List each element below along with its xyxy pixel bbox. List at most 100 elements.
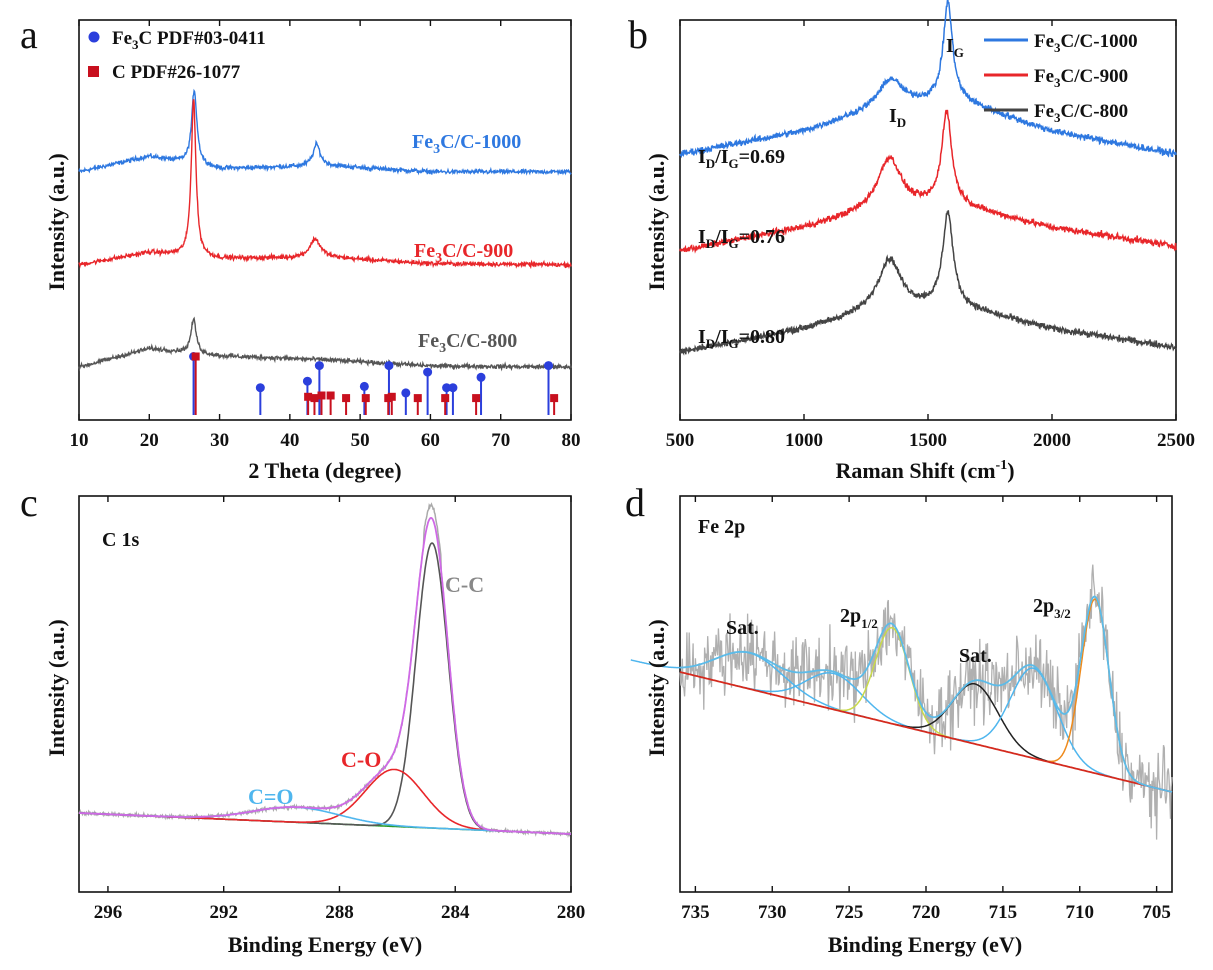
carbon-reference-marker [317,391,326,400]
carbon-reference-marker [191,352,200,361]
fe3c-reference-marker [544,361,554,371]
x-tick-label: 705 [1142,902,1171,923]
panel-d-frame [679,495,1173,893]
carbon-reference-marker [387,392,396,401]
panel-a-x-axis-label: 2 Theta (degree) [248,458,401,483]
carbon-reference-marker [413,394,422,403]
fe2p-component-fit [894,682,1057,765]
carbon-reference-marker [361,394,370,403]
x-tick-label: 735 [681,902,710,923]
x-tick-label: 40 [280,430,299,451]
x-tick-label: 280 [557,902,586,923]
x-tick-label: 715 [989,902,1018,923]
x-tick-label: 1500 [909,430,947,451]
x-tick-label: 70 [491,430,510,451]
panel-d-x-axis-label: Binding Energy (eV) [828,932,1022,957]
panel-b-plot-area [679,0,1177,356]
raman-series-line [679,0,1177,159]
c1s-component-fit [79,768,571,835]
panel-c-label-cc: C-C [445,572,484,597]
raman-series-line [679,109,1177,254]
x-tick-label: 2500 [1157,430,1195,451]
panel-b-x-ticks: 500 1000 1500 2000 2500 [666,20,1195,451]
x-tick-label: 60 [421,430,440,451]
x-tick-label: 292 [209,902,238,923]
panel-c-label-co-double: C=O [248,784,294,809]
panel-c-x-axis-label: Binding Energy (eV) [228,932,422,957]
panel-d-label-sat-1: Sat. [726,617,759,639]
fe3c-reference-marker [476,372,486,382]
x-tick-label: 2000 [1033,430,1071,451]
panel-d-label-sat-2: Sat. [959,645,992,667]
panel-letter-d: d [625,480,645,525]
fe3c-reference-marker [448,383,458,393]
legend-fe3c-marker [88,31,100,43]
x-tick-label: 80 [562,430,581,451]
legend-c-label: C PDF#26-1077 [112,62,241,83]
panel-d-label-2p32: 2p3/2 [1033,595,1071,621]
carbon-reference-marker [472,394,481,403]
x-tick-label: 50 [351,430,370,451]
fe2p-envelope-fit [679,595,1173,793]
panel-b-ratio-800: ID/IG=0.80 [698,326,785,351]
panel-d-label-2p12: 2p1/2 [840,605,878,631]
legend-fe3c-label: Fe3C PDF#03-0411 [112,28,266,52]
panel-c-y-axis-label: Intensity (a.u.) [44,619,69,757]
fe3c-reference-marker [384,361,394,371]
carbon-reference-marker [310,394,319,403]
c1s-raw-data [78,502,571,839]
fe3c-reference-marker [314,361,324,371]
x-tick-label: 288 [325,902,354,923]
panel-b-peak-label-id: ID [889,105,906,130]
panel-letter-c: c [20,480,38,525]
fe3c-reference-marker [423,367,433,377]
panel-a-plot-area [78,88,572,415]
x-tick-label: 296 [94,902,123,923]
fe3c-reference-marker [401,388,411,398]
panel-c-plot-area [78,502,571,839]
carbon-reference-marker [304,392,313,401]
x-tick-label: 20 [140,430,159,451]
fe2p-component-fit [832,626,952,739]
x-tick-label: 30 [210,430,229,451]
x-tick-label: 730 [758,902,787,923]
x-tick-label: 10 [70,430,89,451]
c1s-component-fit [79,542,571,835]
panel-b-ratio-900: ID/IG=0.76 [698,226,785,251]
panel-a-xrd: a 10 20 30 40 50 60 70 80 2 Theta (degree) Inte… [20,12,581,483]
panel-c-label-co: C-O [341,747,381,772]
panel-c-x-ticks: 296 292 288 284 280 [94,496,586,923]
panel-b-ratio-1000: ID/IG=0.69 [698,146,785,171]
panel-a-label-800: Fe3C/C-800 [418,330,517,356]
panel-c-xps-c1s: c 296 292 288 284 280 C 1s Binding Energy (e… [20,480,585,957]
fe3c-reference-marker [255,383,265,393]
panel-d-y-axis-label: Intensity (a.u.) [644,619,669,757]
panel-b-y-axis-label: Intensity (a.u.) [644,153,669,291]
panel-a-legend: Fe3C PDF#03-0411 C PDF#26-1077 [88,28,266,83]
panel-a-x-ticks: 10 20 30 40 50 60 70 80 [70,20,581,451]
legend-c-marker [88,66,99,77]
xrd-series-line [78,88,572,176]
fe2p-component-fit [952,667,1115,779]
panel-letter-b: b [628,12,648,57]
raman-series-line [679,210,1177,356]
carbon-reference-marker [342,394,351,403]
panel-letter-a: a [20,12,38,57]
c1s-envelope-fit [79,516,571,835]
legend-1000-label: Fe3C/C-1000 [1034,31,1138,55]
panel-b-legend: Fe3C/C-1000 Fe3C/C-900 Fe3C/C-800 [984,31,1138,125]
legend-900-label: Fe3C/C-900 [1034,66,1128,90]
fe3c-reference-marker [302,376,312,386]
x-tick-label: 710 [1066,902,1095,923]
fe3c-reference-marker [359,381,369,391]
panel-b-x-axis-label: Raman Shift (cm-1) [835,458,1014,483]
xrd-series-line [78,316,572,372]
panel-a-y-axis-label: Intensity (a.u.) [44,153,69,291]
panel-b-peak-label-ig: IG [946,35,964,60]
panel-a-label-1000: Fe3C/C-1000 [412,131,521,157]
panel-d-x-ticks: 735 730 725 720 715 710 705 [681,496,1171,923]
fe2p-component-fit [1046,598,1144,786]
panel-c-title: C 1s [102,529,139,551]
legend-800-label: Fe3C/C-800 [1034,101,1128,125]
